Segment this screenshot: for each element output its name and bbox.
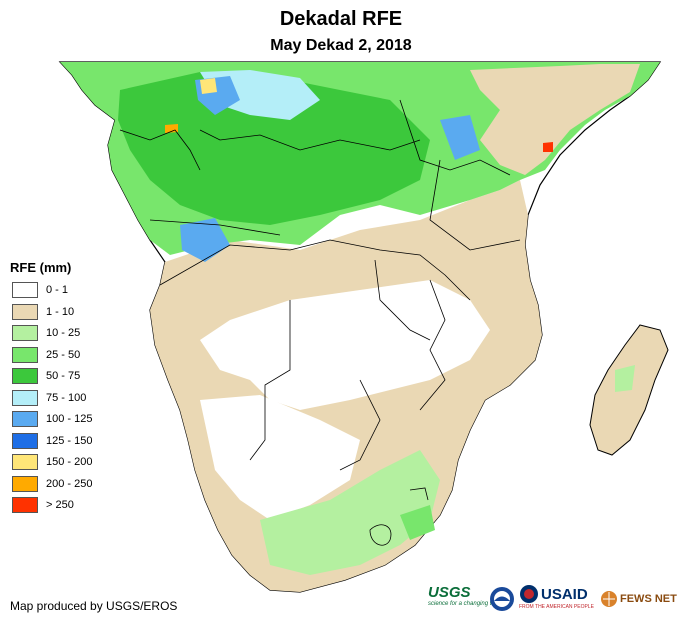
legend-item: 150 - 200 [12,454,92,470]
legend-title: RFE (mm) [10,260,72,275]
legend-item: 1 - 10 [12,303,75,320]
legend-swatch [12,497,38,513]
legend-swatch [12,346,38,363]
legend-item: 100 - 125 [12,411,92,427]
legend-label: 0 - 1 [46,284,69,296]
legend-item: 50 - 75 [12,368,80,384]
legend-item: 200 - 250 [12,475,93,492]
dry-region-0-1mm [200,395,360,520]
legend-label: > 250 [46,499,74,511]
noaa-logo-icon [489,584,515,614]
legend-item: 0 - 1 [12,282,68,298]
legend-swatch [12,325,38,341]
usaid-tagline: FROM THE AMERICAN PEOPLE [519,604,594,610]
wet-region-200-250mm [165,124,178,133]
map-subtitle: May Dekad 2, 2018 [270,37,412,54]
legend-label: 50 - 75 [46,370,81,382]
usgs-tagline: science for a changing world [428,601,505,607]
legend-label: 200 - 250 [46,477,93,490]
wet-region-150-200mm [200,78,217,94]
wet-region-100-125mm [180,218,230,262]
usgs-logo: USGS science for a changing world [428,584,504,614]
wet-region-25-50mm [400,505,435,540]
wet-region-10-25mm [260,450,440,575]
legend-swatch [12,432,38,449]
fewsnet-globe-icon [601,591,617,607]
legend-label: 75 - 100 [46,391,87,404]
legend-label: 10 - 25 [46,327,81,339]
madagascar-wet-patch [615,365,635,392]
legend-label: 1 - 10 [46,305,75,318]
legend-swatch [12,389,38,406]
map-title: Dekadal RFE [279,8,403,30]
dry-region-0-1mm [200,280,490,410]
country-borders [119,99,521,546]
usgs-wordmark: USGS [428,584,471,601]
usaid-wordmark: USAID [519,584,588,604]
fewsnet-logo: FEWS NET [600,584,677,614]
legend-item: 25 - 50 [12,346,81,363]
legend-item: 10 - 25 [12,325,80,341]
legend-swatch [12,454,38,470]
legend-item: > 250 [12,497,74,513]
legend-swatch [12,282,38,298]
usaid-logo: USAID FROM THE AMERICAN PEOPLE [519,584,594,614]
legend-swatch [12,411,38,427]
wet-region-over-250mm [543,142,553,152]
legend-item: 125 - 150 [12,432,93,449]
legend-swatch [12,475,38,492]
legend-label: 150 - 200 [46,456,93,468]
legend-label: 25 - 50 [46,348,81,361]
legend-item: 75 - 100 [12,389,87,406]
legend-swatch [12,303,38,320]
legend-label: 100 - 125 [46,413,93,425]
legend-label: 125 - 150 [46,434,93,447]
wet-region-50-75mm [118,72,430,225]
usaid-seal-icon [520,585,538,603]
wet-region-10-25mm [470,64,640,175]
legend-swatch [12,368,38,384]
wet-region-100-125mm [440,115,480,160]
map-credit: Map produced by USGS/EROS [10,599,178,613]
